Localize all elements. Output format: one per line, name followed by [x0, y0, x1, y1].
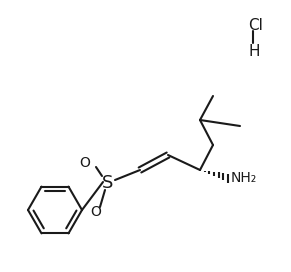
- Text: O: O: [90, 205, 101, 219]
- Text: Cl: Cl: [248, 18, 263, 33]
- Text: H: H: [249, 44, 260, 59]
- Text: S: S: [102, 174, 114, 192]
- Text: NH₂: NH₂: [231, 171, 257, 185]
- Text: O: O: [79, 156, 90, 170]
